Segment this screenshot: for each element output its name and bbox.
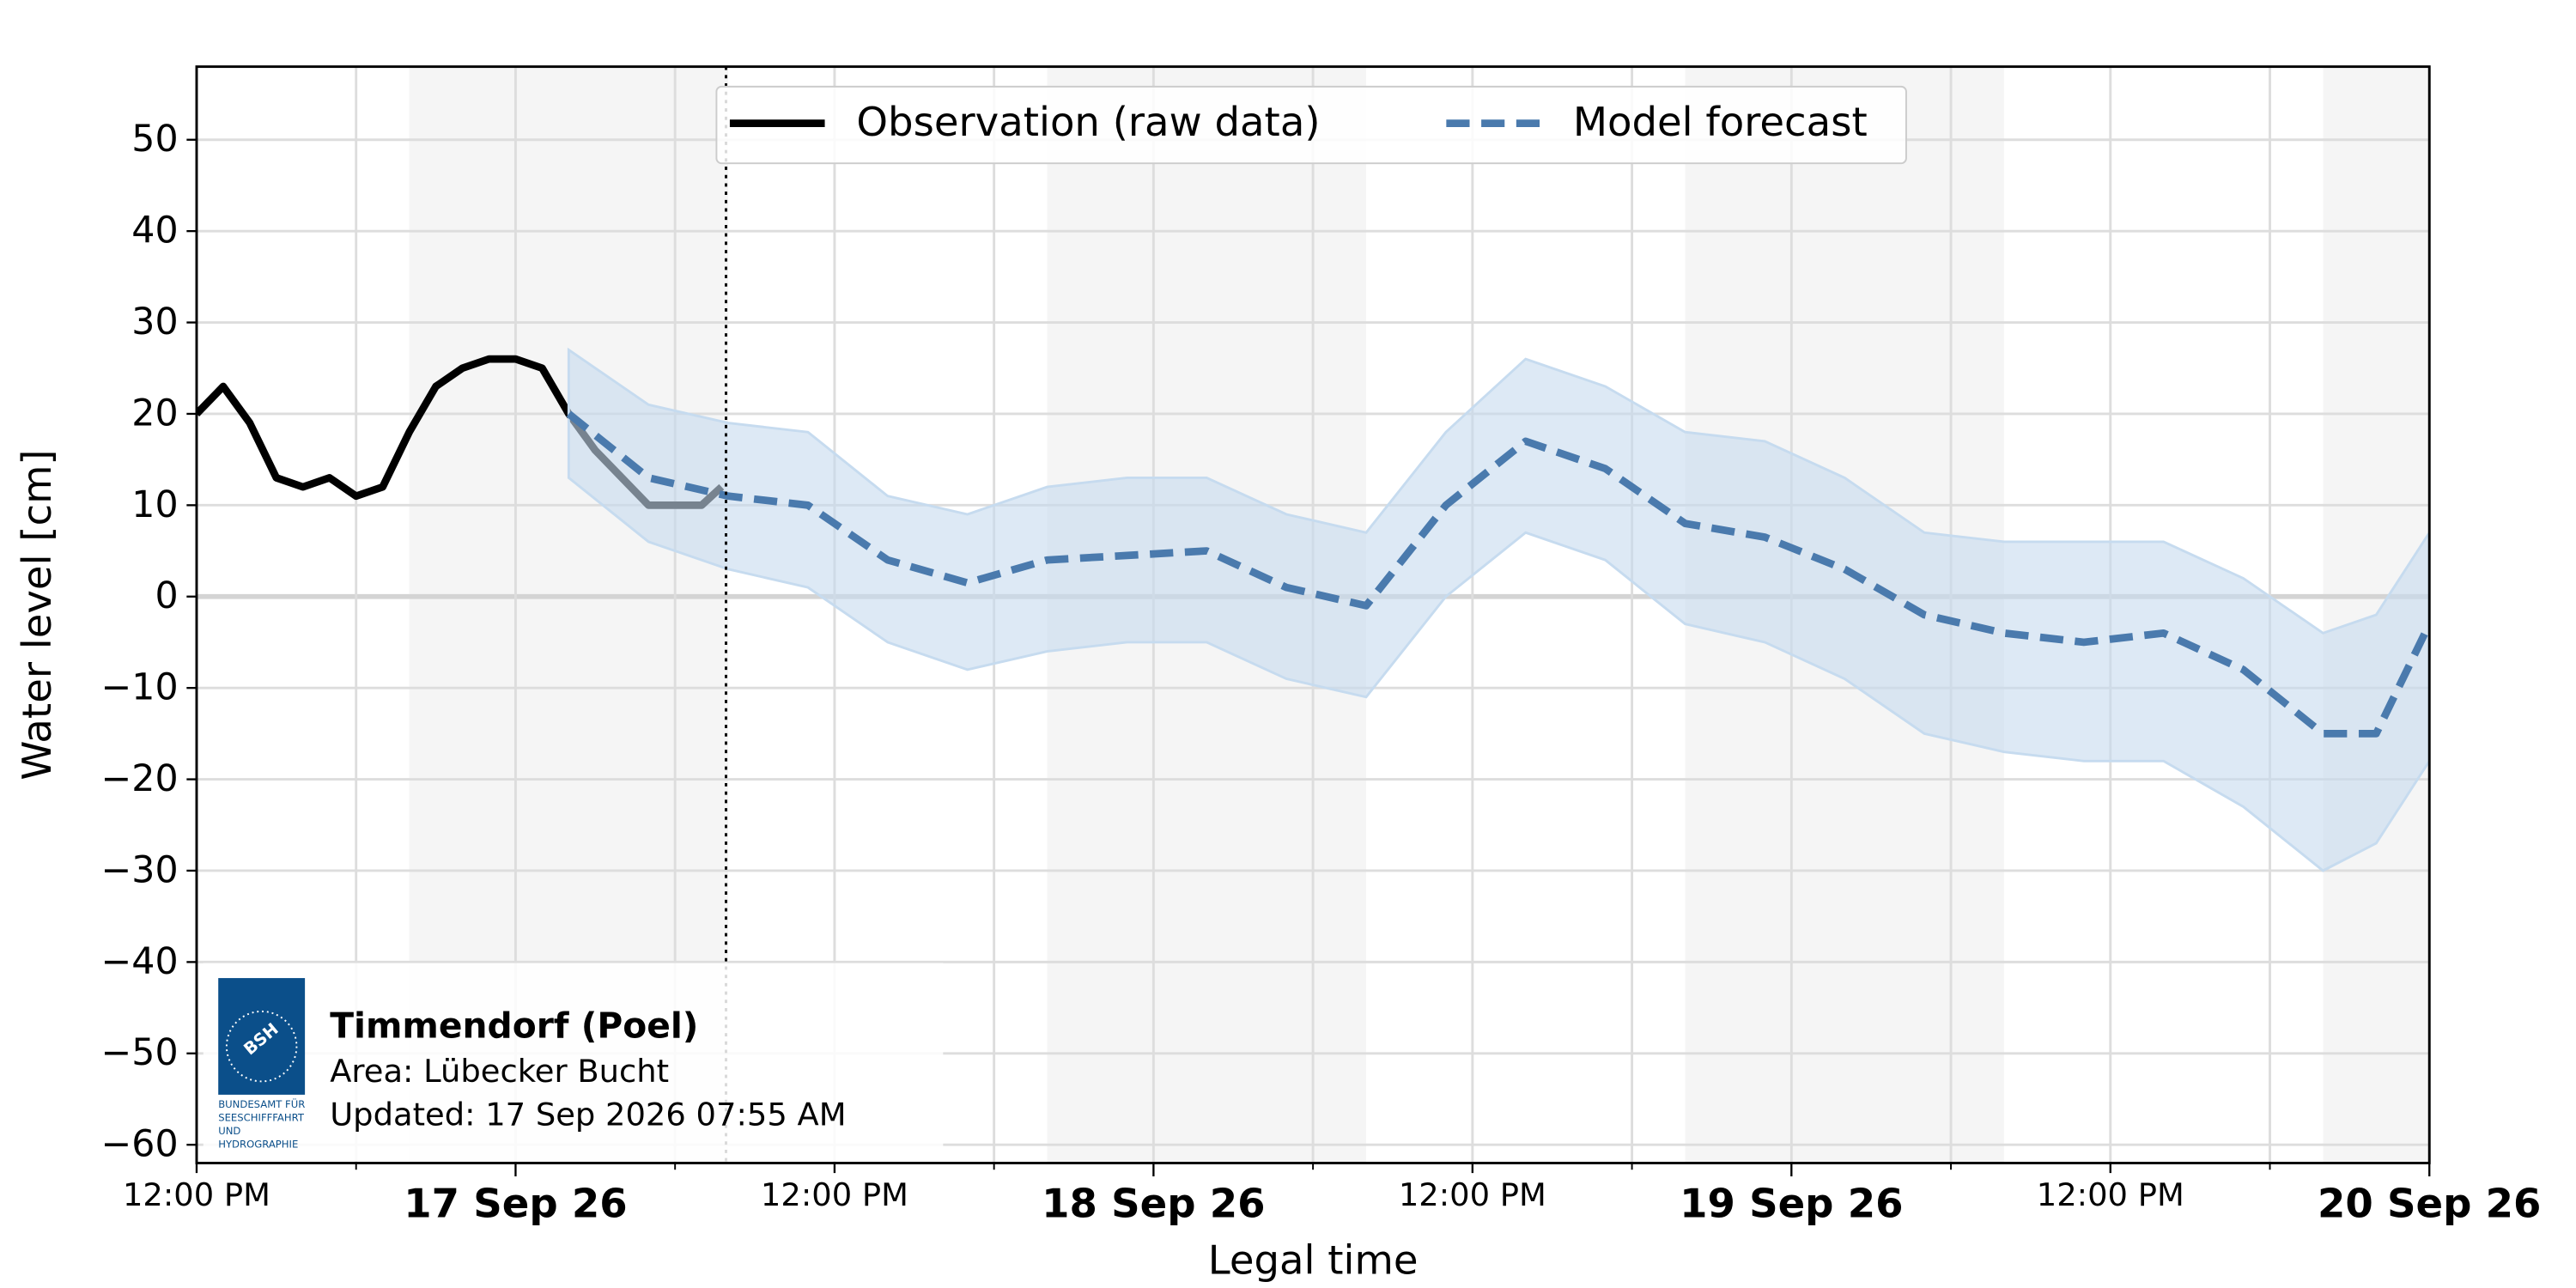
series-layer: [196, 347, 2430, 872]
y-tick-label: −60: [101, 1123, 179, 1166]
x-tick-label: 18 Sep 26: [1042, 1180, 1265, 1226]
y-tick-label: −40: [101, 940, 179, 983]
logo: [218, 978, 306, 1095]
forecast-line: [566, 410, 2430, 738]
x-tick-label: 12:00 PM: [123, 1176, 270, 1213]
logo-ring: [225, 1010, 298, 1083]
y-tick-label: −50: [101, 1031, 179, 1074]
station-name: Timmendorf (Poel): [330, 1005, 698, 1046]
updated: Updated: 17 Sep 2026 07:55 AM: [330, 1097, 846, 1133]
x-tick-label: 12:00 PM: [761, 1176, 908, 1213]
y-tick-label: −10: [101, 666, 179, 709]
agency-line: UND: [218, 1125, 240, 1137]
x-tick-label: 20 Sep 26: [2318, 1180, 2541, 1226]
y-tick-label: −20: [101, 757, 179, 800]
plot-frame: [195, 65, 2431, 1164]
x-axis-title: Legal time: [1208, 1236, 1419, 1283]
forecast-band: [567, 347, 2430, 872]
plot: [196, 66, 2430, 1163]
y-axis-title: Water level [cm]: [14, 449, 60, 780]
y-tick-label: 10: [131, 483, 178, 526]
legend-label: Observation (raw data): [856, 99, 1320, 145]
y-tick-label: 50: [131, 118, 178, 161]
x-tick-label: 19 Sep 26: [1680, 1180, 1903, 1226]
y-tick-label: 30: [131, 301, 178, 343]
agency-line: BUNDESAMT FÜR: [218, 1097, 305, 1110]
legend-box: [715, 85, 1907, 165]
info-background: [203, 963, 944, 1162]
agency-line: SEESCHIFFFAHRT: [218, 1112, 305, 1124]
y-tick-label: 0: [155, 574, 178, 617]
agency-line: HYDROGRAPHIE: [218, 1139, 298, 1151]
y-tick-label: 20: [131, 392, 178, 434]
y-tick-label: 40: [131, 210, 178, 252]
area: Area: Lübecker Bucht: [330, 1053, 669, 1090]
info-box: BSH BUNDESAMT FÜR SEESCHIFFFAHRT UND HYD…: [203, 963, 944, 1162]
y-tick-label: −30: [101, 848, 179, 891]
legend: Observation (raw data) Model forecast: [715, 85, 1907, 165]
x-tick-label: 12:00 PM: [1399, 1176, 1546, 1213]
x-tick-label: 17 Sep 26: [404, 1180, 627, 1226]
legend-label: Model forecast: [1573, 99, 1868, 145]
x-tick-label: 12:00 PM: [2037, 1176, 2184, 1213]
